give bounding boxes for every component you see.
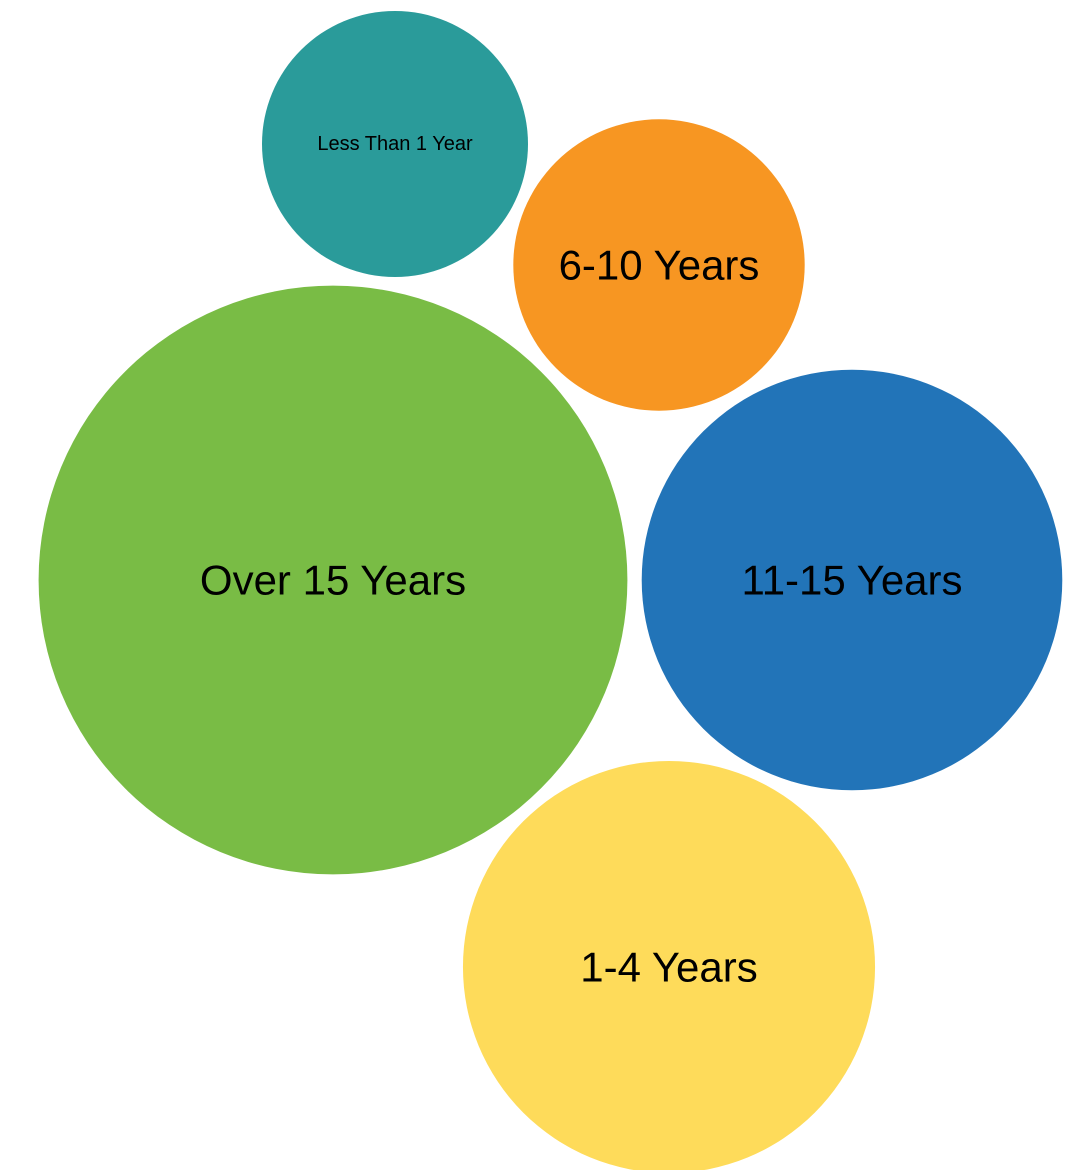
bubble-6-10-years: 6-10 Years [513, 119, 805, 411]
bubble-circle-over-15-years [38, 285, 628, 875]
bubble-label-over-15-years: Over 15 Years [200, 557, 466, 604]
bubble-label-less-than-1-year: Less Than 1 Year [317, 133, 473, 155]
bubble-circle-less-than-1-year [262, 11, 528, 277]
bubble-less-than-1-year: Less Than 1 Year [262, 11, 528, 277]
bubble-1-4-years: 1-4 Years [463, 761, 875, 1170]
bubble-circle-11-15-years [641, 369, 1063, 791]
bubble-circle-1-4-years [463, 761, 875, 1170]
bubble-label-1-4-years: 1-4 Years [580, 944, 757, 991]
bubble-label-6-10-years: 6-10 Years [559, 242, 760, 289]
bubble-label-11-15-years: 11-15 Years [741, 557, 962, 604]
bubble-11-15-years: 11-15 Years [641, 369, 1063, 791]
bubble-circle-6-10-years [513, 119, 805, 411]
bubble-over-15-years: Over 15 Years [38, 285, 628, 875]
